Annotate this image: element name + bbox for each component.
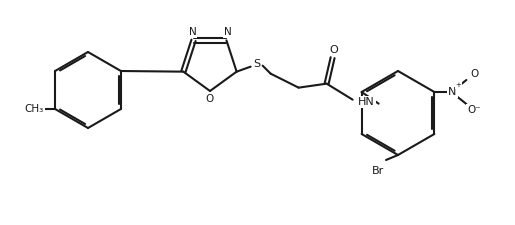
Text: O: O (470, 69, 478, 79)
Text: N: N (448, 87, 457, 97)
Text: +: + (455, 82, 461, 88)
Text: HN: HN (358, 97, 375, 107)
Text: O: O (206, 94, 214, 104)
Text: Br: Br (372, 166, 384, 176)
Text: N: N (224, 27, 231, 37)
Text: N: N (188, 27, 196, 37)
Text: O⁻: O⁻ (468, 105, 481, 115)
Text: O: O (329, 45, 338, 55)
Text: S: S (253, 59, 260, 69)
Text: CH₃: CH₃ (25, 104, 44, 114)
